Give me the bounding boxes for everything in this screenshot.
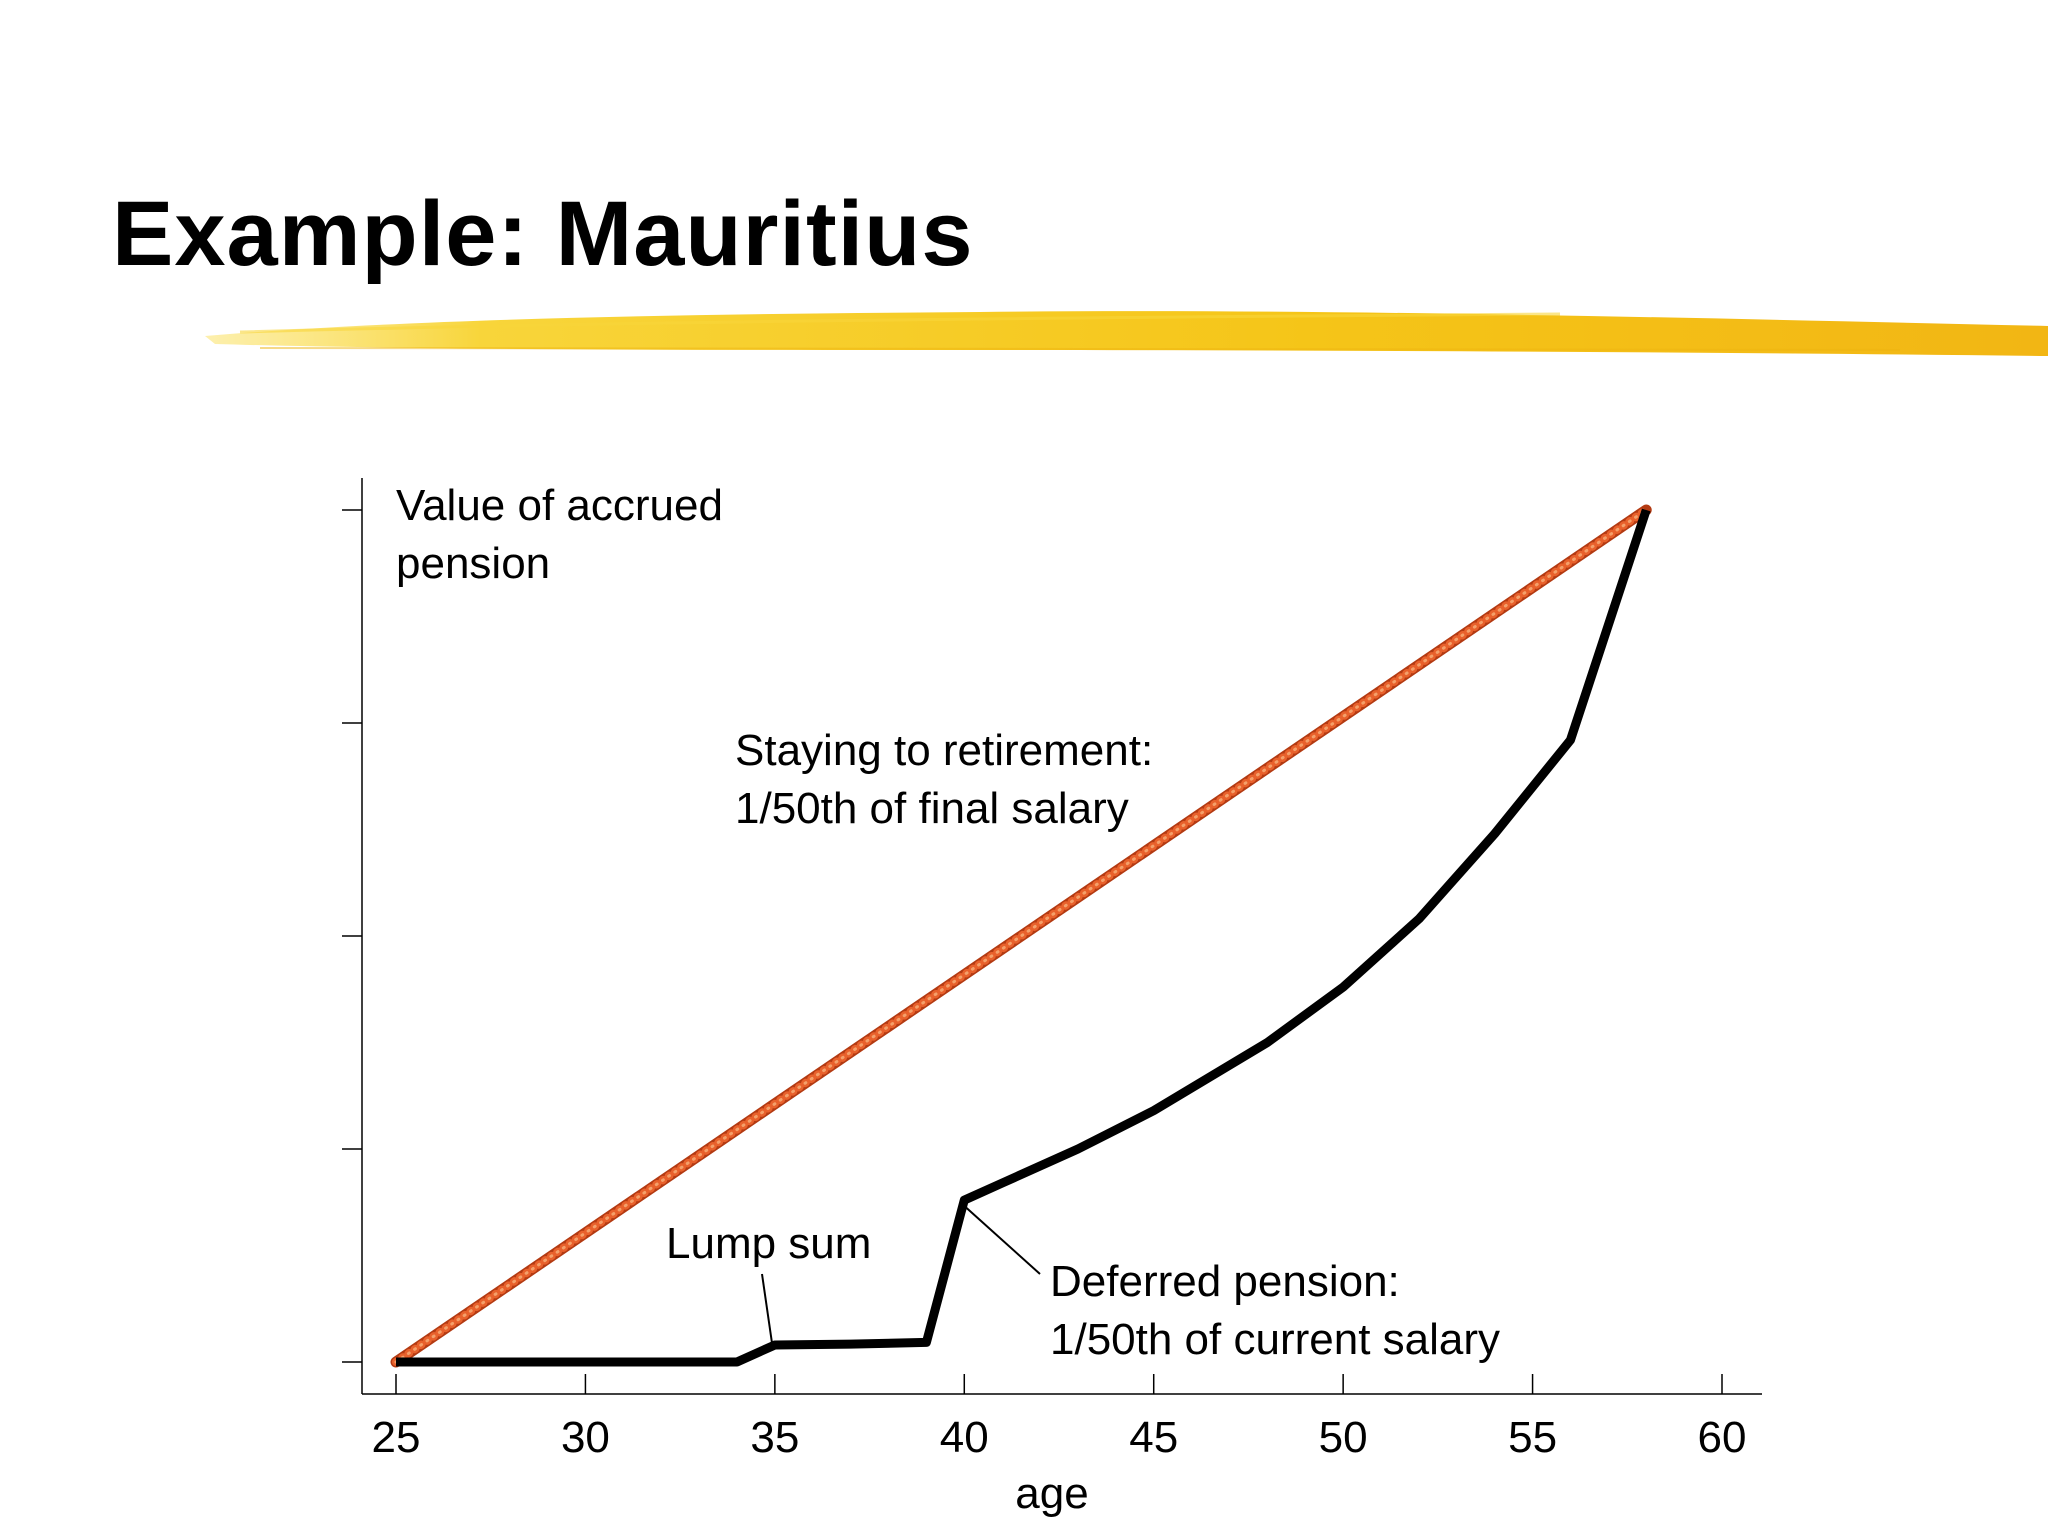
- deferred-pension-line: [396, 508, 1651, 1367]
- x-tick-label: 50: [1319, 1413, 1368, 1462]
- x-tick-label: 55: [1508, 1413, 1557, 1462]
- y-axis-label-line: pension: [396, 539, 550, 588]
- y-axis-label-line: Value of accrued: [396, 481, 723, 530]
- x-tick-label: 60: [1698, 1413, 1747, 1462]
- annotation-lump-sum-line: Lump sum: [666, 1219, 871, 1268]
- annotation-deferred-line: 1/50th of current salary: [1050, 1315, 1500, 1364]
- annotation-staying-line: 1/50th of final salary: [735, 784, 1129, 833]
- x-tick-label: 30: [561, 1413, 610, 1462]
- chart-labels: age Value of accrued pension: [396, 481, 1089, 1518]
- x-axis-label: age: [1015, 1469, 1088, 1518]
- staying-line-dots: [394, 508, 1648, 1364]
- x-tick-label: 25: [372, 1413, 421, 1462]
- x-tick-label: 45: [1129, 1413, 1178, 1462]
- chart-ticks: 25 30 35 40 45 50 55 60: [342, 509, 1747, 1462]
- chart-annotations: Staying to retirement: 1/50th of final sa…: [666, 726, 1500, 1364]
- chart-series: [390, 504, 1652, 1368]
- annotation-deferred-line: Deferred pension:: [1050, 1257, 1400, 1306]
- slide-title: Example: Mauritius: [112, 183, 974, 285]
- x-tick-label: 40: [940, 1413, 989, 1462]
- annotation-leader-line: [761, 1273, 774, 1350]
- x-tick-label: 35: [750, 1413, 799, 1462]
- annotation-leader-line: [961, 1203, 1041, 1275]
- annotation-staying-line: Staying to retirement:: [735, 726, 1153, 775]
